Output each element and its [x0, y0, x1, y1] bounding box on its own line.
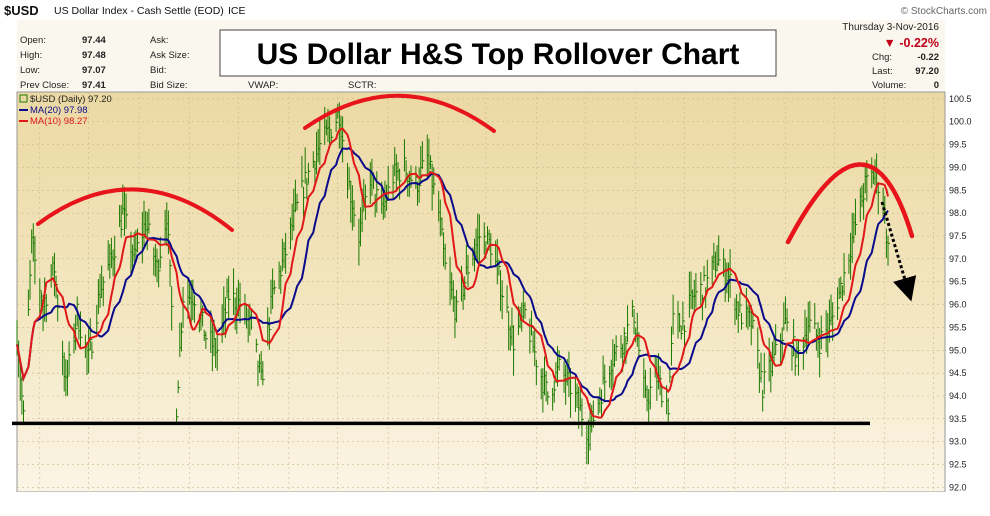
quote-date: Thursday 3-Nov-2016 — [842, 22, 939, 33]
prev-close-label: Prev Close: — [20, 80, 69, 91]
y-tick-label: 96.5 — [949, 277, 967, 287]
y-tick-label: 95.0 — [949, 345, 967, 355]
y-tick-label: 100.0 — [949, 117, 972, 127]
chg-value: -0.22 — [917, 52, 939, 63]
ask-size-label: Ask Size: — [150, 50, 190, 61]
legend-ma20: MA(20) 97.98 — [30, 105, 88, 116]
volume-value: 0 — [934, 80, 939, 91]
ma10-line — [16, 127, 889, 419]
open-label: Open: — [20, 35, 46, 46]
y-tick-label: 97.0 — [949, 254, 967, 264]
head-arc — [303, 93, 496, 133]
chart-title: US Dollar H&S Top Rollover Chart — [257, 38, 740, 71]
low-label: Low: — [20, 65, 40, 76]
y-tick-label: 94.0 — [949, 391, 967, 401]
y-tick-label: 92.5 — [949, 460, 967, 470]
ma-lines — [16, 127, 889, 419]
prev-close-value: 97.41 — [82, 80, 106, 91]
legend-price: $USD (Daily) 97.20 — [30, 94, 112, 105]
right-shoulder-arc — [785, 162, 915, 245]
y-tick-label: 100.5 — [949, 94, 972, 104]
open-value: 97.44 — [82, 35, 106, 46]
y-tick-label: 96.0 — [949, 300, 967, 310]
change-percent: ▼ -0.22% — [884, 36, 939, 50]
legend-ma10: MA(10) 98.27 — [30, 116, 88, 127]
down-arrow — [880, 201, 917, 302]
ma20-line — [16, 146, 889, 403]
plot-area — [16, 91, 946, 493]
y-tick-label: 98.5 — [949, 185, 967, 195]
bid-label: Bid: — [150, 65, 166, 76]
y-tick-label: 97.5 — [949, 231, 967, 241]
low-value: 97.07 — [82, 65, 106, 76]
legend-price-swatch — [19, 94, 28, 103]
symbol: $USD — [4, 3, 39, 18]
y-tick-label: 93.0 — [949, 437, 967, 447]
last-value: 97.20 — [915, 66, 939, 77]
header-band — [0, 0, 990, 20]
legend: $USD (Daily) 97.20 MA(20) 97.98 MA(10) 9… — [19, 94, 112, 127]
description: US Dollar Index - Cash Settle (EOD) — [54, 5, 224, 17]
volume-label: Volume: — [872, 80, 906, 91]
y-tick-label: 94.5 — [949, 368, 967, 378]
x-axis-band — [0, 492, 990, 511]
vwap-label: VWAP: — [248, 80, 278, 91]
high-label: High: — [20, 50, 42, 61]
price-bars — [16, 102, 891, 465]
last-label: Last: — [872, 66, 893, 77]
watermark: © StockCharts.com — [901, 6, 987, 17]
high-value: 97.48 — [82, 50, 106, 61]
sctr-label: SCTR: — [348, 80, 377, 91]
left-shoulder-arc — [36, 187, 234, 232]
y-tick-label: 95.5 — [949, 322, 967, 332]
y-tick-label: 93.5 — [949, 414, 967, 424]
chg-label: Chg: — [872, 52, 892, 63]
bid-size-label: Bid Size: — [150, 80, 188, 91]
grid — [17, 92, 945, 492]
y-tick-label: 99.5 — [949, 140, 967, 150]
y-tick-label: 92.0 — [949, 482, 967, 492]
y-tick-label: 99.0 — [949, 162, 967, 172]
y-tick-label: 98.0 — [949, 208, 967, 218]
ask-label: Ask: — [150, 35, 168, 46]
annotations — [12, 93, 917, 426]
exchange: ICE — [228, 5, 246, 17]
title-box — [219, 29, 777, 77]
